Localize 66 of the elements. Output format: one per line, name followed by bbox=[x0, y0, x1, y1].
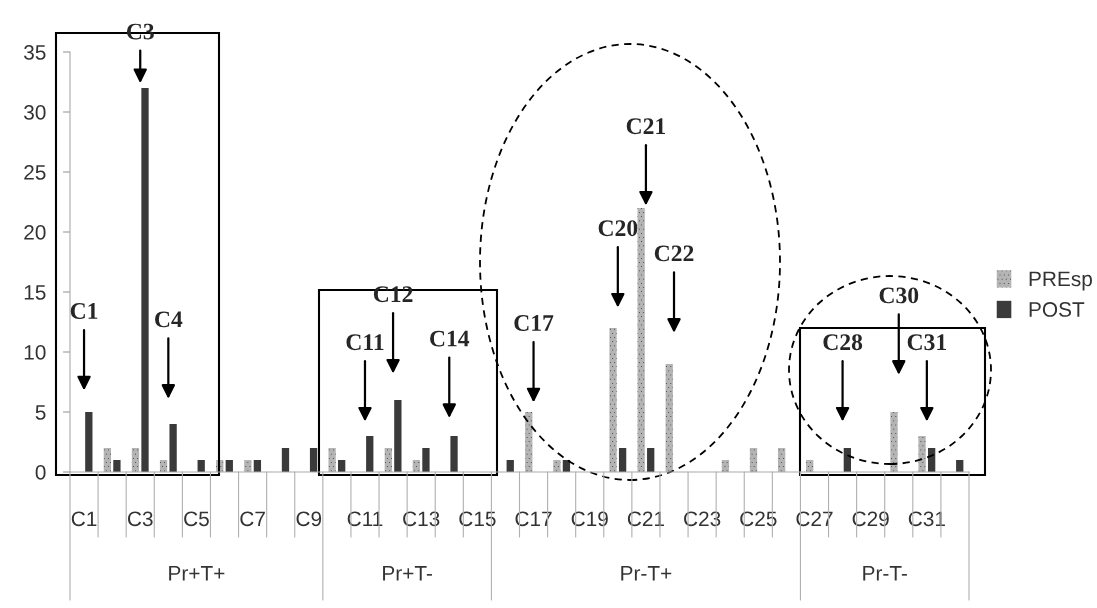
y-tick-label: 35 bbox=[24, 45, 46, 60]
bar bbox=[618, 448, 627, 472]
y-tick-label: 25 bbox=[24, 165, 46, 180]
y-tick-label: 0 bbox=[35, 465, 46, 480]
x-tick-label: C3 bbox=[127, 511, 153, 527]
legend-label: PREsp bbox=[1029, 271, 1092, 291]
x-tick-label: C23 bbox=[684, 511, 721, 527]
annotation: C20 bbox=[598, 220, 638, 237]
bar bbox=[553, 460, 561, 472]
bar bbox=[749, 448, 758, 472]
y-tick-label: 15 bbox=[24, 285, 46, 300]
x-tick-label: C25 bbox=[740, 511, 777, 527]
text: Pr+T+ bbox=[169, 566, 225, 581]
bar bbox=[169, 424, 177, 472]
bar bbox=[281, 448, 290, 472]
annotation: C21 bbox=[626, 118, 666, 135]
annotation: C11 bbox=[346, 334, 384, 351]
x-tick-label: C19 bbox=[571, 511, 608, 527]
bar bbox=[131, 448, 140, 472]
bar bbox=[777, 448, 786, 472]
x-tick-label: C17 bbox=[515, 511, 552, 527]
bar bbox=[637, 208, 645, 472]
y-tick-label: 30 bbox=[24, 105, 46, 120]
text: Pr-T+ bbox=[621, 566, 672, 581]
x-tick-label: C31 bbox=[908, 511, 945, 527]
bar bbox=[422, 448, 430, 472]
bar bbox=[328, 448, 336, 472]
x-tick-label: C29 bbox=[852, 511, 889, 527]
annotation: C31 bbox=[907, 334, 946, 351]
text: Pr+T- bbox=[383, 566, 432, 581]
bar bbox=[609, 328, 617, 472]
bar bbox=[141, 88, 149, 472]
bar bbox=[525, 412, 533, 472]
x-tick-label: C21 bbox=[627, 511, 665, 527]
annotation: C17 bbox=[514, 315, 554, 331]
bar bbox=[918, 436, 926, 472]
annotation: C28 bbox=[823, 334, 863, 351]
bar bbox=[366, 436, 374, 472]
x-tick-label: C13 bbox=[403, 511, 440, 527]
bar bbox=[309, 448, 318, 472]
y-tick-label: 10 bbox=[24, 345, 46, 360]
x-tick-label: C15 bbox=[459, 511, 496, 527]
legend-label: POST bbox=[1029, 302, 1085, 317]
text: Pr-T- bbox=[863, 566, 907, 581]
bar bbox=[394, 400, 402, 472]
annotation: C4 bbox=[155, 311, 183, 328]
bar bbox=[103, 448, 112, 472]
x-tick-label: C11 bbox=[347, 511, 383, 527]
annotation: C14 bbox=[430, 330, 470, 347]
x-tick-label: C7 bbox=[240, 511, 265, 527]
annotation: C30 bbox=[879, 287, 919, 304]
bar bbox=[85, 412, 93, 472]
bar bbox=[113, 460, 121, 472]
x-tick-label: C9 bbox=[296, 511, 322, 527]
bar bbox=[450, 436, 458, 472]
bar bbox=[384, 448, 392, 472]
y-tick-label: 5 bbox=[35, 405, 46, 420]
x-tick-label: C1 bbox=[71, 511, 97, 527]
annotation: C12 bbox=[373, 286, 413, 303]
y-tick-label: 20 bbox=[24, 225, 46, 240]
annotation: C22 bbox=[654, 245, 694, 262]
bar bbox=[665, 364, 673, 472]
bar bbox=[647, 448, 655, 472]
annotation: C1 bbox=[70, 303, 98, 319]
bar bbox=[890, 412, 898, 472]
x-tick-label: C5 bbox=[184, 511, 209, 527]
